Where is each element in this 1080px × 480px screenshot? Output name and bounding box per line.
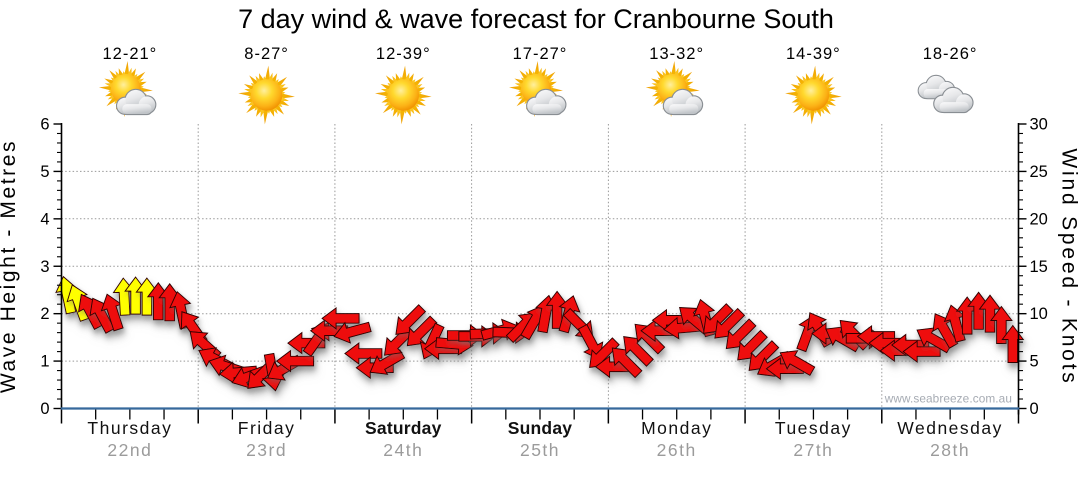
svg-text:10: 10 bbox=[1030, 305, 1048, 323]
svg-text:25: 25 bbox=[1030, 163, 1048, 181]
svg-text:12-39°: 12-39° bbox=[376, 45, 431, 63]
svg-text:7 day wind & wave forecast for: 7 day wind & wave forecast for Cranbourn… bbox=[238, 4, 834, 34]
svg-text:15: 15 bbox=[1030, 258, 1048, 276]
svg-text:Tuesday: Tuesday bbox=[775, 418, 852, 438]
svg-text:Saturday: Saturday bbox=[365, 418, 442, 438]
svg-text:Sunday: Sunday bbox=[508, 418, 572, 438]
svg-text:23rd: 23rd bbox=[246, 440, 287, 460]
svg-text:25th: 25th bbox=[520, 440, 560, 460]
svg-text:0: 0 bbox=[1030, 400, 1039, 418]
svg-text:Thursday: Thursday bbox=[87, 418, 172, 438]
svg-text:1: 1 bbox=[40, 353, 49, 371]
svg-text:Wave Height - Metres: Wave Height - Metres bbox=[0, 139, 20, 393]
svg-text:22nd: 22nd bbox=[107, 440, 152, 460]
svg-text:2: 2 bbox=[40, 305, 49, 323]
svg-text:6: 6 bbox=[40, 116, 49, 134]
svg-text:8-27°: 8-27° bbox=[244, 45, 289, 63]
svg-text:Friday: Friday bbox=[238, 418, 296, 438]
svg-text:4: 4 bbox=[40, 210, 49, 228]
svg-text:24th: 24th bbox=[383, 440, 423, 460]
svg-text:12-21°: 12-21° bbox=[102, 45, 157, 63]
svg-text:Monday: Monday bbox=[641, 418, 712, 438]
svg-text:5: 5 bbox=[40, 163, 49, 181]
svg-text:18-26°: 18-26° bbox=[923, 45, 978, 63]
svg-text:3: 3 bbox=[40, 258, 49, 276]
svg-text:Wednesday: Wednesday bbox=[897, 418, 1003, 438]
svg-text:13-32°: 13-32° bbox=[649, 45, 704, 63]
svg-text:14-39°: 14-39° bbox=[786, 45, 841, 63]
svg-text:27th: 27th bbox=[793, 440, 833, 460]
svg-text:Wind Speed - Knots: Wind Speed - Knots bbox=[1058, 148, 1080, 385]
svg-text:5: 5 bbox=[1030, 353, 1039, 371]
svg-text:30: 30 bbox=[1030, 116, 1048, 134]
svg-text:17-27°: 17-27° bbox=[513, 45, 568, 63]
svg-text:www.seabreeze.com.au: www.seabreeze.com.au bbox=[884, 392, 1012, 406]
svg-text:0: 0 bbox=[40, 400, 49, 418]
svg-text:20: 20 bbox=[1030, 210, 1048, 228]
svg-text:26th: 26th bbox=[657, 440, 697, 460]
svg-text:28th: 28th bbox=[930, 440, 970, 460]
